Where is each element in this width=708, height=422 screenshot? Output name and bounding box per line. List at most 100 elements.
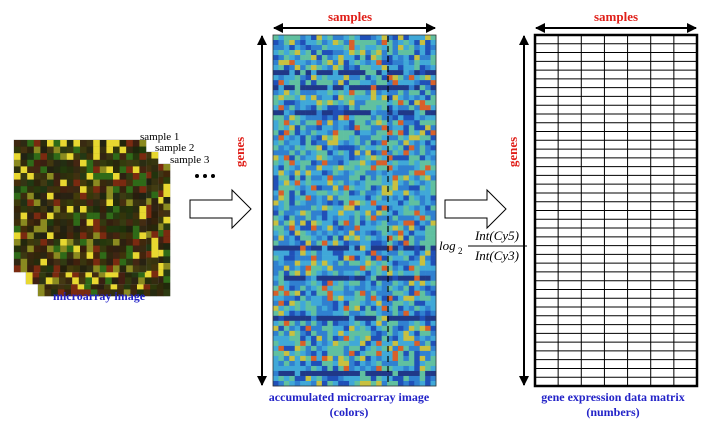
heat-cell [338, 376, 344, 381]
heat-cell [295, 296, 301, 301]
heat-cell [393, 286, 399, 291]
caption: (colors) [330, 405, 369, 419]
heat-cell [409, 276, 415, 281]
array-spot [47, 252, 54, 259]
heat-cell [278, 356, 284, 361]
heat-cell [311, 221, 317, 226]
heat-cell [403, 291, 409, 296]
heat-cell [376, 155, 382, 160]
heat-cell [316, 65, 322, 70]
heat-cell [398, 266, 404, 271]
heat-cell [295, 351, 301, 356]
heat-cell [365, 381, 371, 386]
heat-cell [414, 100, 420, 105]
heat-cell [311, 251, 317, 256]
heat-cell [409, 256, 415, 261]
heat-cell [403, 351, 409, 356]
heat-cell [393, 331, 399, 336]
array-spot [139, 259, 146, 266]
heat-cell [311, 155, 317, 160]
heat-cell [403, 85, 409, 90]
heat-cell [425, 145, 431, 150]
heat-cell [365, 195, 371, 200]
array-spot [27, 147, 34, 154]
array-spot [126, 160, 133, 167]
heat-cell [403, 125, 409, 130]
heat-cell [300, 40, 306, 45]
heat-cell [403, 180, 409, 185]
heat-cell [333, 376, 339, 381]
heat-cell [371, 200, 377, 205]
heat-cell [311, 281, 317, 286]
heat-cell [338, 120, 344, 125]
array-spot [47, 265, 54, 272]
heat-cell [278, 346, 284, 351]
heat-cell [393, 306, 399, 311]
array-spot [100, 173, 107, 180]
heat-cell [398, 75, 404, 80]
heat-cell [382, 221, 388, 226]
heat-cell [376, 40, 382, 45]
array-spot [93, 252, 100, 259]
heat-cell [289, 125, 295, 130]
heat-cell [338, 160, 344, 165]
heat-cell [316, 135, 322, 140]
heat-cell [371, 351, 377, 356]
heat-cell [409, 336, 415, 341]
heat-cell [365, 155, 371, 160]
heat-cell [333, 175, 339, 180]
array-spot [54, 140, 61, 147]
heat-cell [355, 381, 361, 386]
heat-cell [403, 366, 409, 371]
array-spot [113, 199, 120, 206]
heat-cell [311, 70, 317, 75]
heat-cell [403, 75, 409, 80]
heat-cell [338, 200, 344, 205]
heat-cell [300, 80, 306, 85]
array-spot [21, 246, 28, 253]
array-spot [60, 199, 67, 206]
heat-cell [295, 321, 301, 326]
heat-cell [376, 381, 382, 386]
array-spot [73, 153, 80, 160]
heat-cell [398, 256, 404, 261]
array-spot [67, 193, 74, 200]
heat-cell [376, 45, 382, 50]
heat-cell [289, 356, 295, 361]
heat-cell [376, 241, 382, 246]
heat-cell [344, 276, 350, 281]
array-spot [106, 246, 113, 253]
array-spot [40, 199, 47, 206]
array-spot [27, 166, 34, 173]
array-spot [34, 180, 41, 187]
heat-cell [278, 35, 284, 40]
heat-cell [365, 95, 371, 100]
heat-cell [349, 376, 355, 381]
heat-cell [316, 311, 322, 316]
heat-cell [289, 110, 295, 115]
array-spot [163, 276, 170, 283]
heat-cell [284, 281, 290, 286]
heat-cell [316, 321, 322, 326]
heat-cell [349, 336, 355, 341]
heat-cell [360, 366, 366, 371]
heat-cell [344, 376, 350, 381]
heat-cell [300, 90, 306, 95]
heat-cell [273, 190, 279, 195]
heat-cell [409, 190, 415, 195]
heat-cell [365, 301, 371, 306]
array-spot [40, 173, 47, 180]
heat-cell [300, 35, 306, 40]
heat-cell [414, 306, 420, 311]
heat-cell [414, 200, 420, 205]
heat-cell [284, 211, 290, 216]
heat-cell [403, 65, 409, 70]
array-spot [100, 252, 107, 259]
array-spot [73, 199, 80, 206]
heat-cell [322, 140, 328, 145]
heat-cell [306, 251, 312, 256]
heat-cell [365, 200, 371, 205]
heat-cell [344, 150, 350, 155]
heat-cell [300, 256, 306, 261]
heat-cell [278, 55, 284, 60]
